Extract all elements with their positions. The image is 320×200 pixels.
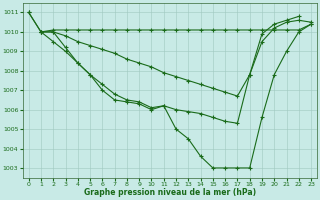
X-axis label: Graphe pression niveau de la mer (hPa): Graphe pression niveau de la mer (hPa) [84, 188, 256, 197]
